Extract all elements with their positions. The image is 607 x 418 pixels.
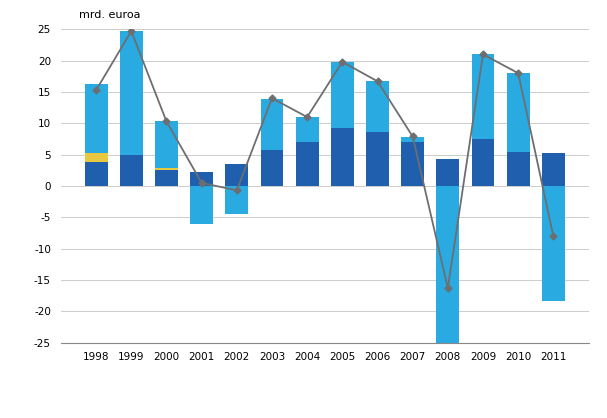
Bar <box>436 159 459 186</box>
Bar <box>260 99 283 150</box>
Bar <box>542 153 565 186</box>
Bar <box>155 171 178 186</box>
Bar <box>260 150 283 186</box>
Bar <box>472 139 495 186</box>
Bar <box>401 137 424 142</box>
Bar <box>155 168 178 171</box>
Bar <box>225 164 248 186</box>
Bar <box>296 117 319 142</box>
Bar <box>331 62 354 128</box>
Bar <box>155 121 178 168</box>
Bar <box>85 153 107 162</box>
Bar <box>120 31 143 155</box>
Bar <box>190 171 213 186</box>
Bar <box>366 81 389 132</box>
Bar <box>190 186 213 224</box>
Bar <box>331 128 354 186</box>
Bar <box>85 162 107 186</box>
Bar <box>225 186 248 214</box>
Bar <box>507 73 530 151</box>
Bar <box>542 186 565 301</box>
Bar <box>296 142 319 186</box>
Bar <box>472 54 495 139</box>
Legend: Rahoitustaloustoimet, Hallussapitovoitto / -tappio (arvonmuutos), Muu muutos, Ko: Rahoitustaloustoimet, Hallussapitovoitto… <box>61 416 588 418</box>
Bar <box>85 84 107 153</box>
Bar <box>366 132 389 186</box>
Bar <box>401 142 424 186</box>
Bar <box>120 155 143 186</box>
Bar <box>436 186 459 344</box>
Bar <box>507 151 530 186</box>
Text: mrd. euroa: mrd. euroa <box>78 10 140 20</box>
